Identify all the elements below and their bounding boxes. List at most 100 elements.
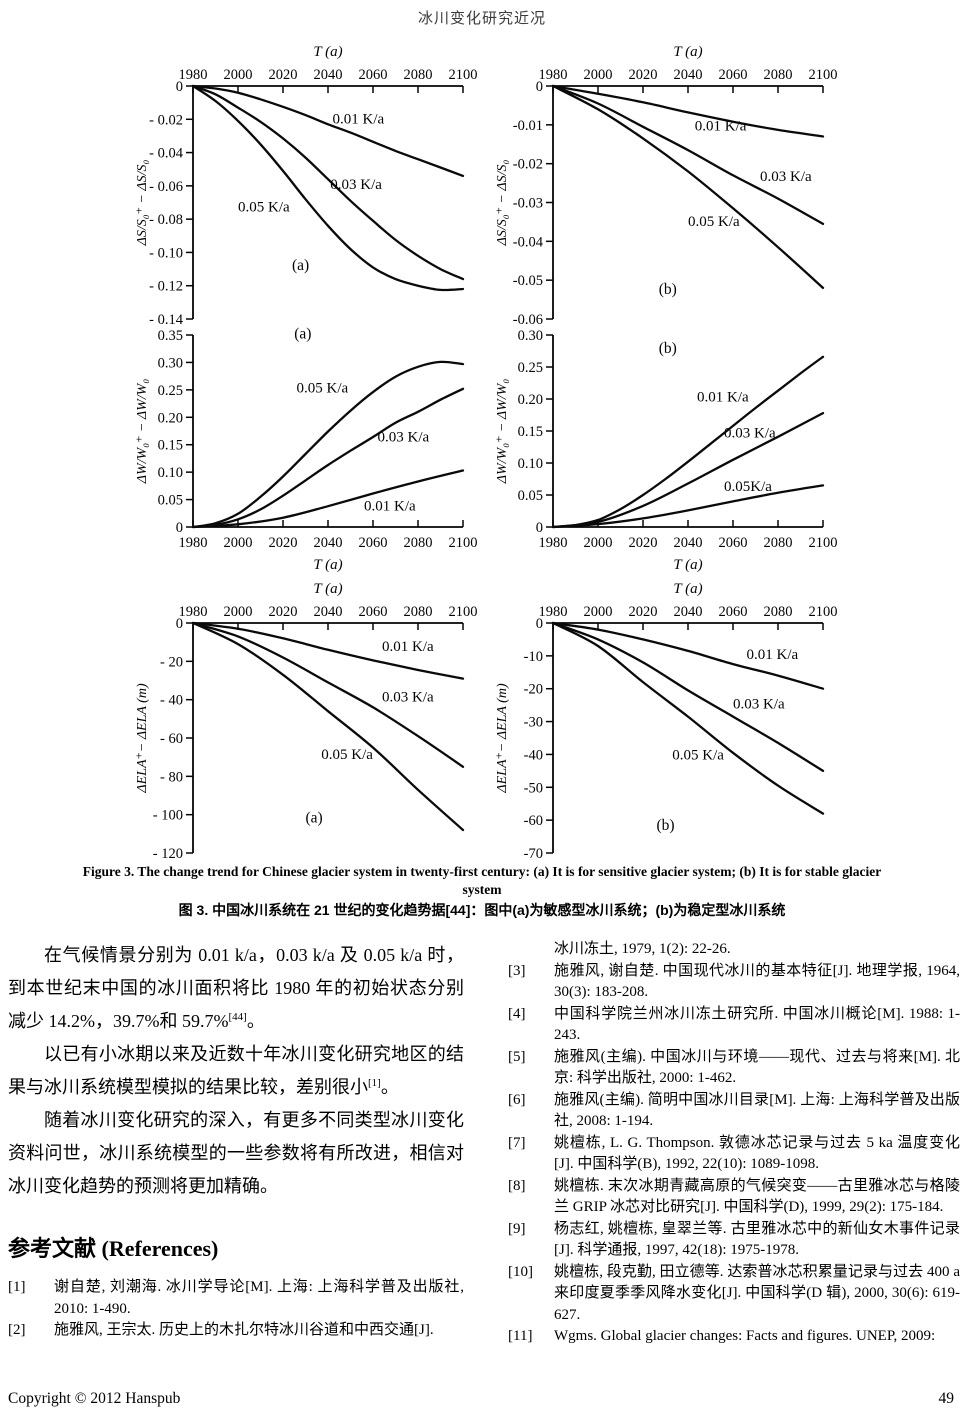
series-label: 0.01 K/a	[382, 639, 434, 655]
series-curve-0.03	[191, 621, 465, 768]
y-tick-label: -0.01	[513, 118, 543, 134]
reference-number: [4]	[508, 1005, 526, 1022]
reference-number: [10]	[508, 1263, 533, 1280]
x-tick-label: 2040	[314, 67, 343, 83]
y-tick-label: - 80	[160, 769, 183, 785]
line-chart-volume-change-sensitive: T (a) 1980 2000 2020 2040 2060 2080 2100 0.35 0.3…	[135, 325, 478, 573]
series-curve-0.01	[551, 621, 825, 690]
series-curve-0.03	[551, 411, 825, 529]
y-tick-label: - 0.08	[149, 212, 183, 228]
x-tick-label: 1980	[179, 604, 208, 620]
series-curve-0.01	[551, 355, 825, 529]
x-tick-label: 2060	[719, 604, 748, 620]
panel-label: (a)	[292, 257, 309, 274]
x-axis-title: T (a)	[673, 44, 702, 60]
x-tick-label: 2040	[674, 604, 703, 620]
reference-item: [3] 施雅风, 谢自楚. 中国现代冰川的基本特征[J]. 地理学报, 1964,…	[508, 961, 960, 1004]
x-tick-label: 2040	[314, 604, 343, 620]
series-label: 0.01 K/a	[697, 390, 749, 406]
reference-item: [10] 姚檀栋, 段克勤, 田立德等. 达索普冰芯积累量记录与过去 400 a …	[508, 1262, 960, 1327]
series-label: 0.01 K/a	[695, 119, 747, 135]
reference-number: [6]	[508, 1091, 526, 1108]
y-tick-label: - 0.14	[149, 312, 184, 325]
y-tick-label: 0.25	[518, 360, 543, 376]
running-title: 冰川变化研究近况	[417, 11, 546, 27]
x-tick-label: 2040	[674, 67, 703, 83]
figure-caption-en-line1: Figure 3. The change trend for Chinese g…	[82, 864, 882, 879]
y-tick-label: -40	[524, 747, 543, 763]
y-tick-label: -0.05	[513, 273, 543, 289]
series-label: 0.03 K/a	[382, 690, 434, 706]
series-curve-0.01	[191, 621, 465, 680]
y-axis-label: ΔS/S₀⁺ − ΔS/S₀	[495, 159, 510, 246]
x-tick-label: 2020	[629, 535, 658, 551]
x-tick-label: 2000	[224, 67, 253, 83]
series-curve-0.05	[551, 84, 825, 290]
y-tick-label: -60	[524, 813, 543, 829]
y-tick-label: 0.30	[518, 328, 543, 344]
reference-number: [3]	[508, 962, 526, 979]
series-curve-0.05	[551, 484, 825, 529]
series-label: 0.03 K/a	[724, 425, 776, 441]
y-tick-label: - 120	[153, 846, 183, 859]
x-tick-label: 2060	[359, 535, 388, 551]
x-tick-label: 2020	[269, 604, 298, 620]
x-tick-label: 1980	[179, 67, 208, 83]
x-tick-label: 2000	[584, 67, 613, 83]
reference-text: 姚檀栋, 段克勤, 田立德等. 达索普冰芯积累量记录与过去 400 a 来印度夏…	[554, 1263, 960, 1323]
series-label: 0.03 K/a	[760, 169, 812, 185]
x-tick-label: 1980	[539, 67, 568, 83]
y-tick-label: - 60	[160, 731, 183, 747]
reference-item: 冰川冻土, 1979, 1(2): 22-26.	[508, 939, 960, 961]
series-curve-0.03	[551, 84, 825, 226]
x-tick-label: 2080	[764, 604, 793, 620]
reference-item: [9] 杨志红, 姚檀栋, 皇翠兰等. 古里雅冰芯中的新仙女木事件记录[J]. 科…	[508, 1219, 960, 1262]
reference-item: [2] 施雅风, 王宗太. 历史上的木扎尔特冰川谷道和中西交通[J].	[8, 1320, 464, 1342]
right-column: 冰川冻土, 1979, 1(2): 22-26. [3] 施雅风, 谢自楚. 中国现…	[508, 939, 960, 1348]
reference-number	[508, 939, 554, 961]
series-label: 0.03 K/a	[330, 177, 382, 193]
y-tick-label: 0.05	[518, 488, 543, 504]
reference-item: [5] 施雅风(主编). 中国冰川与环境——现代、过去与将来[M]. 北京: 科学…	[508, 1047, 960, 1090]
reference-text: 施雅风(主编). 简明中国冰川目录[M]. 上海: 上海科学普及出版社, 200…	[554, 1091, 960, 1130]
x-tick-label: 1980	[539, 535, 568, 551]
x-axis-title: T (a)	[313, 581, 342, 597]
page-number: 49	[938, 1390, 955, 1407]
figure-caption: Figure 3. The change trend for Chinese g…	[0, 863, 964, 919]
citation-superscript: [44]	[228, 1011, 247, 1023]
y-axis-label: ΔELA⁺− ΔELA (m)	[495, 683, 510, 794]
figure-caption-en-line2: system	[462, 881, 502, 897]
y-tick-label: 0.05	[158, 493, 183, 509]
paragraph-outlook: 随着冰川变化研究的深入，有更多不同类型冰川变化资料问世，冰川系统模型的一些参数将…	[8, 1104, 464, 1203]
paragraph-text: 。	[380, 1077, 399, 1097]
x-tick-label: 2100	[809, 67, 838, 83]
paragraph-text: 。	[246, 1011, 265, 1031]
paragraph-text: 在气候情景分别为 0.01 k/a，0.03 k/a 及 0.05 k/a 时，…	[8, 945, 464, 1031]
x-tick-label: 2080	[404, 535, 433, 551]
y-tick-label: -30	[524, 715, 543, 731]
y-tick-label: -20	[524, 682, 543, 698]
series-label: 0.05 K/a	[672, 747, 724, 763]
series-label: 0.01 K/a	[364, 499, 416, 515]
series-label: 0.05 K/a	[238, 200, 290, 216]
panel-label: (a)	[306, 809, 323, 826]
y-axis-label: ΔW/W₀⁺ − ΔW/W₀	[135, 379, 150, 485]
reference-text: 施雅风, 王宗太. 历史上的木扎尔特冰川谷道和中西交通[J].	[54, 1322, 434, 1338]
y-tick-label: 0.15	[518, 424, 543, 440]
panel-label: (a)	[294, 325, 311, 342]
reference-text: 姚檀栋. 末次冰期青藏高原的气候突变——古里雅冰芯与格陵兰 GRIP 冰芯对比研…	[554, 1177, 960, 1216]
series-label: 0.01 K/a	[747, 647, 799, 663]
reference-item: [11] Wgms. Global glacier changes: Facts …	[508, 1326, 960, 1348]
series-curve-0.01	[191, 84, 465, 178]
series-curve-0.05	[551, 621, 825, 815]
y-tick-label: 0.25	[158, 383, 183, 399]
series-curve-0.05	[191, 360, 465, 529]
series-curve-0.01	[191, 469, 465, 529]
reference-text: 施雅风(主编). 中国冰川与环境——现代、过去与将来[M]. 北京: 科学出版社…	[554, 1048, 960, 1087]
y-tick-label: - 0.06	[149, 179, 183, 195]
body-columns: 在气候情景分别为 0.01 k/a，0.03 k/a 及 0.05 k/a 时，…	[8, 939, 960, 1348]
figure-3-chart-grid: T (a) 1980 2000 2020 2040 2060 2080 2100 0 - 0.02…	[131, 40, 964, 859]
series-label: 0.05 K/a	[297, 381, 349, 397]
x-tick-label: 2100	[809, 604, 838, 620]
x-tick-label: 2080	[764, 535, 793, 551]
